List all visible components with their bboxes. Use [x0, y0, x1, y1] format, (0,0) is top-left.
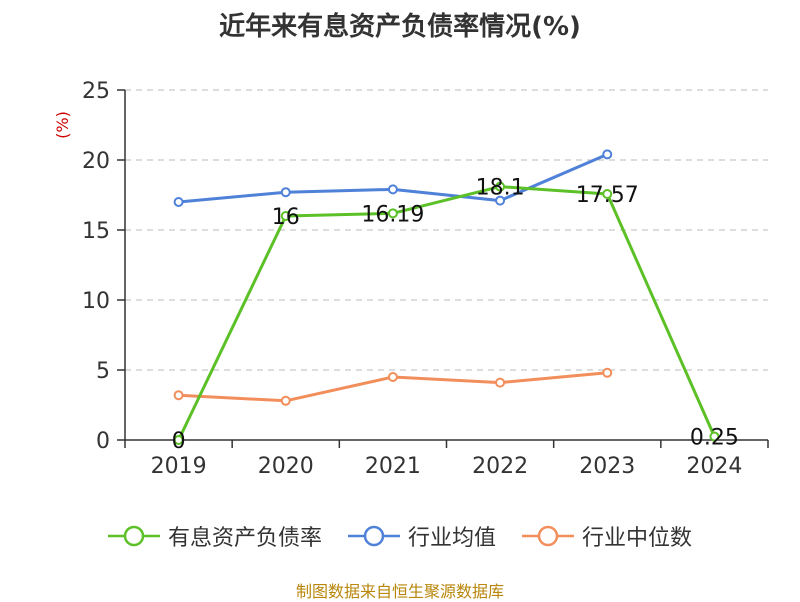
x-tick-label: 2020: [258, 454, 314, 479]
data-point: [173, 390, 184, 401]
data-point: [280, 395, 291, 406]
chart-title: 近年来有息资产负债率情况(%): [219, 12, 581, 42]
legend-label: 有息资产负债率: [167, 526, 322, 551]
data-point: [173, 197, 184, 207]
legend-line-circle-icon: [107, 525, 160, 547]
x-tick-label: 2023: [579, 454, 635, 479]
data-label: 0: [172, 429, 186, 454]
data-point: [602, 367, 613, 378]
data-label: 18.1: [476, 176, 525, 201]
series-line: [177, 185, 716, 441]
legend: 有息资产负债率 行业均值 行业中位数: [0, 520, 800, 552]
data-point: [602, 189, 613, 200]
axis-layer: 0 5 10 15 20 25 2019 2020 2021 2022 2023 2024: [82, 79, 769, 479]
x-tick-label: 2019: [151, 454, 207, 479]
x-tick-label: 2022: [472, 454, 528, 479]
data-point: [495, 195, 506, 206]
data-point: [602, 149, 613, 160]
y-tick-label: 20: [82, 149, 110, 174]
y-tick-label: 25: [82, 79, 110, 104]
data-point: [387, 184, 398, 195]
data-label: 17.57: [576, 183, 639, 208]
legend-label: 行业均值: [407, 526, 496, 551]
legend-item-industry-median[interactable]: 行业中位数: [522, 520, 692, 552]
data-label-layer: 0 16 16.19 18.1 17.57 0.25: [172, 176, 739, 454]
data-point: [387, 208, 398, 219]
data-point: [280, 211, 291, 221]
legend-label: 行业中位数: [582, 526, 693, 551]
data-point: [495, 181, 506, 192]
data-point: [280, 187, 291, 198]
data-label: 16: [272, 205, 300, 230]
legend-line-circle-icon: [347, 525, 400, 547]
legend-line-circle-icon: [522, 525, 574, 547]
data-point: [495, 377, 506, 388]
data-point: [173, 435, 184, 445]
y-tick-label: 15: [82, 219, 110, 244]
x-tick-label: 2024: [686, 454, 742, 479]
legend-item-industry-mean[interactable]: 行业均值: [347, 520, 496, 552]
legend-item-interest-debt-ratio[interactable]: 有息资产负债率: [107, 520, 322, 552]
y-tick-label: 0: [96, 429, 110, 454]
y-tick-label: 10: [82, 289, 110, 314]
source-note: 制图数据来自恒生聚源数据库: [295, 582, 504, 601]
grid-layer: [125, 89, 768, 371]
data-point: [387, 372, 398, 382]
data-label: 16.19: [361, 202, 424, 227]
data-label: 0.25: [690, 426, 739, 451]
x-tick-label: 2021: [365, 454, 421, 479]
series-line: [178, 153, 608, 204]
data-point: [709, 431, 720, 442]
y-axis-unit-label: (%): [53, 111, 72, 139]
y-tick-label: 5: [96, 359, 110, 384]
series-layer: [173, 149, 720, 445]
